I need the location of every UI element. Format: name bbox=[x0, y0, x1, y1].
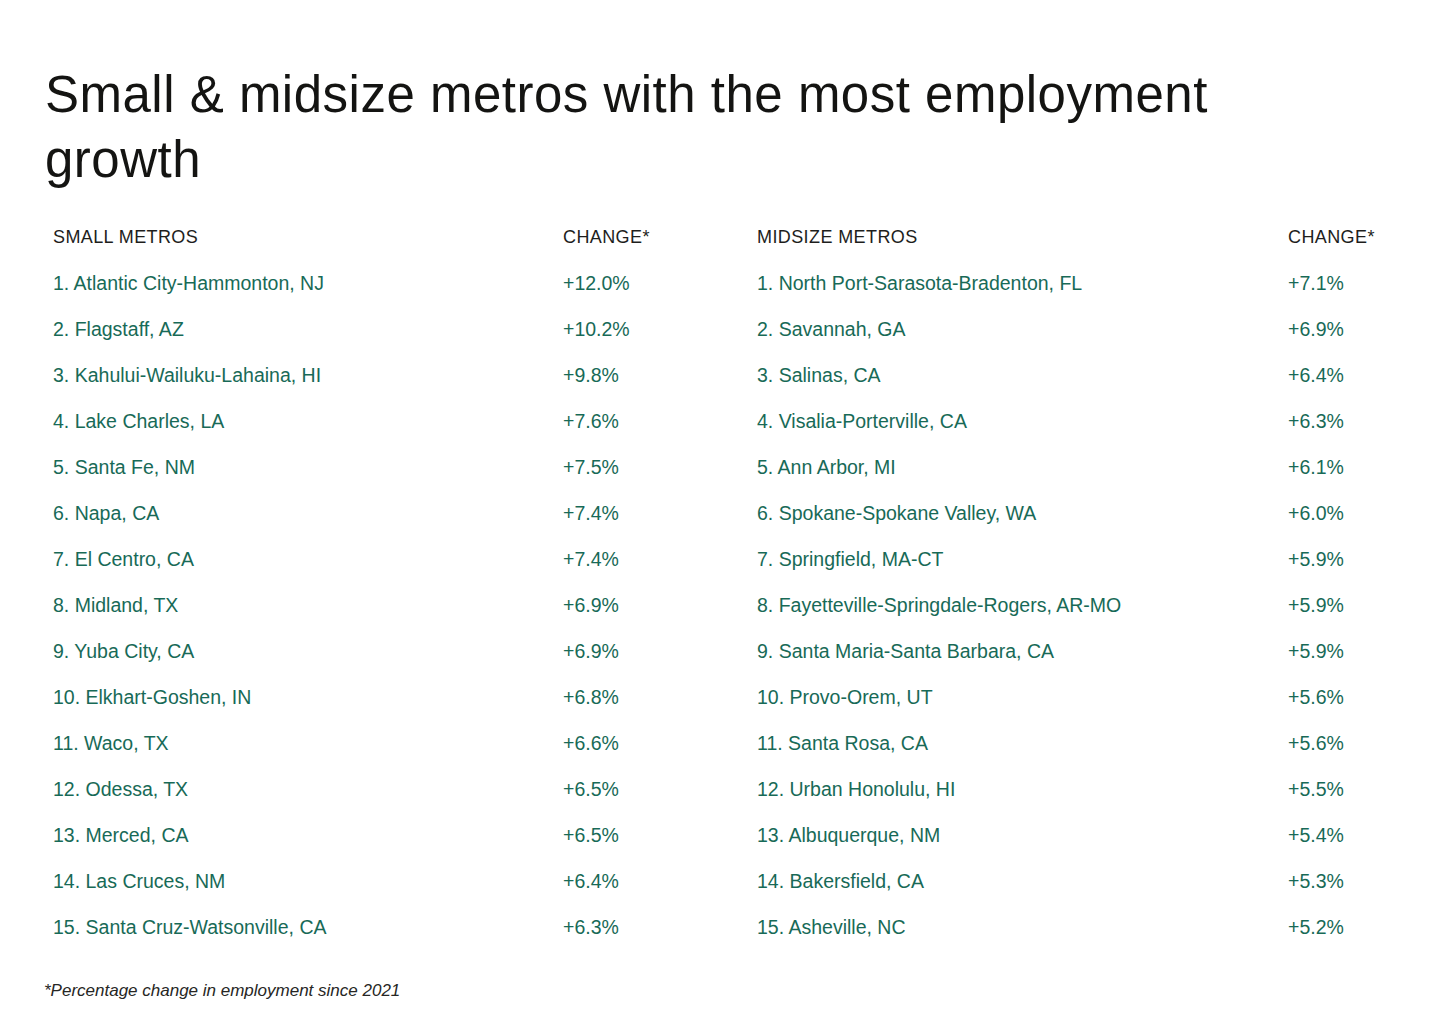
small-metro-label: 14. Las Cruces, NM bbox=[53, 870, 563, 893]
midsize-metro-change: +6.3% bbox=[1288, 410, 1398, 433]
small-metro-label: 1. Atlantic City-Hammonton, NJ bbox=[53, 272, 563, 295]
small-metros-header: SMALL METROS bbox=[53, 227, 563, 248]
small-metro-change: +6.5% bbox=[563, 824, 757, 847]
midsize-metro-change: +6.0% bbox=[1288, 502, 1398, 525]
small-metro-label: 7. El Centro, CA bbox=[53, 548, 563, 571]
small-metro-change: +6.8% bbox=[563, 686, 757, 709]
small-metro-label: 5. Santa Fe, NM bbox=[53, 456, 563, 479]
midsize-metro-change: +6.9% bbox=[1288, 318, 1398, 341]
midsize-metros-header: MIDSIZE METROS bbox=[757, 227, 1288, 248]
small-change-header: CHANGE* bbox=[563, 227, 757, 248]
midsize-metro-label: 8. Fayetteville-Springdale-Rogers, AR-MO bbox=[757, 594, 1288, 617]
page-title: Small & midsize metros with the most emp… bbox=[45, 62, 1208, 192]
small-metro-change: +6.9% bbox=[563, 640, 757, 663]
midsize-metro-label: 2. Savannah, GA bbox=[757, 318, 1288, 341]
small-metro-change: +7.4% bbox=[563, 502, 757, 525]
small-metro-change: +6.5% bbox=[563, 778, 757, 801]
small-metro-label: 9. Yuba City, CA bbox=[53, 640, 563, 663]
midsize-metro-change: +5.9% bbox=[1288, 548, 1398, 571]
small-metro-change: +6.4% bbox=[563, 870, 757, 893]
midsize-metro-change: +5.9% bbox=[1288, 594, 1398, 617]
small-metro-label: 4. Lake Charles, LA bbox=[53, 410, 563, 433]
small-metro-change: +6.3% bbox=[563, 916, 757, 939]
small-metro-label: 15. Santa Cruz-Watsonville, CA bbox=[53, 916, 563, 939]
small-metro-label: 10. Elkhart-Goshen, IN bbox=[53, 686, 563, 709]
small-metro-label: 13. Merced, CA bbox=[53, 824, 563, 847]
small-metro-label: 8. Midland, TX bbox=[53, 594, 563, 617]
page-title-line1: Small & midsize metros with the most emp… bbox=[45, 62, 1208, 127]
footnote: *Percentage change in employment since 2… bbox=[44, 981, 400, 1001]
midsize-metro-label: 7. Springfield, MA-CT bbox=[757, 548, 1288, 571]
midsize-metro-label: 3. Salinas, CA bbox=[757, 364, 1288, 387]
midsize-metro-label: 15. Asheville, NC bbox=[757, 916, 1288, 939]
midsize-metro-label: 6. Spokane-Spokane Valley, WA bbox=[757, 502, 1288, 525]
small-metro-change: +7.5% bbox=[563, 456, 757, 479]
midsize-metro-change: +5.3% bbox=[1288, 870, 1398, 893]
midsize-metro-label: 12. Urban Honolulu, HI bbox=[757, 778, 1288, 801]
midsize-metro-label: 1. North Port-Sarasota-Bradenton, FL bbox=[757, 272, 1288, 295]
midsize-metro-change: +5.5% bbox=[1288, 778, 1398, 801]
metros-table: SMALL METROS CHANGE* MIDSIZE METROS CHAN… bbox=[53, 214, 1398, 950]
small-metro-change: +6.9% bbox=[563, 594, 757, 617]
small-metro-label: 3. Kahului-Wailuku-Lahaina, HI bbox=[53, 364, 563, 387]
small-metro-label: 11. Waco, TX bbox=[53, 732, 563, 755]
midsize-metro-change: +6.4% bbox=[1288, 364, 1398, 387]
small-metro-change: +9.8% bbox=[563, 364, 757, 387]
midsize-metro-label: 9. Santa Maria-Santa Barbara, CA bbox=[757, 640, 1288, 663]
small-metro-change: +7.4% bbox=[563, 548, 757, 571]
midsize-metro-label: 4. Visalia-Porterville, CA bbox=[757, 410, 1288, 433]
small-metro-change: +10.2% bbox=[563, 318, 757, 341]
midsize-metro-label: 10. Provo-Orem, UT bbox=[757, 686, 1288, 709]
small-metro-change: +12.0% bbox=[563, 272, 757, 295]
page-title-line2: growth bbox=[45, 127, 1208, 192]
midsize-metro-label: 14. Bakersfield, CA bbox=[757, 870, 1288, 893]
midsize-metro-label: 5. Ann Arbor, MI bbox=[757, 456, 1288, 479]
midsize-metro-change: +5.6% bbox=[1288, 686, 1398, 709]
midsize-change-header: CHANGE* bbox=[1288, 227, 1398, 248]
small-metro-label: 12. Odessa, TX bbox=[53, 778, 563, 801]
small-metro-label: 2. Flagstaff, AZ bbox=[53, 318, 563, 341]
midsize-metro-change: +5.6% bbox=[1288, 732, 1398, 755]
small-metro-label: 6. Napa, CA bbox=[53, 502, 563, 525]
midsize-metro-change: +6.1% bbox=[1288, 456, 1398, 479]
midsize-metro-change: +5.2% bbox=[1288, 916, 1398, 939]
midsize-metro-label: 11. Santa Rosa, CA bbox=[757, 732, 1288, 755]
small-metro-change: +6.6% bbox=[563, 732, 757, 755]
midsize-metro-label: 13. Albuquerque, NM bbox=[757, 824, 1288, 847]
midsize-metro-change: +5.9% bbox=[1288, 640, 1398, 663]
midsize-metro-change: +7.1% bbox=[1288, 272, 1398, 295]
midsize-metro-change: +5.4% bbox=[1288, 824, 1398, 847]
small-metro-change: +7.6% bbox=[563, 410, 757, 433]
